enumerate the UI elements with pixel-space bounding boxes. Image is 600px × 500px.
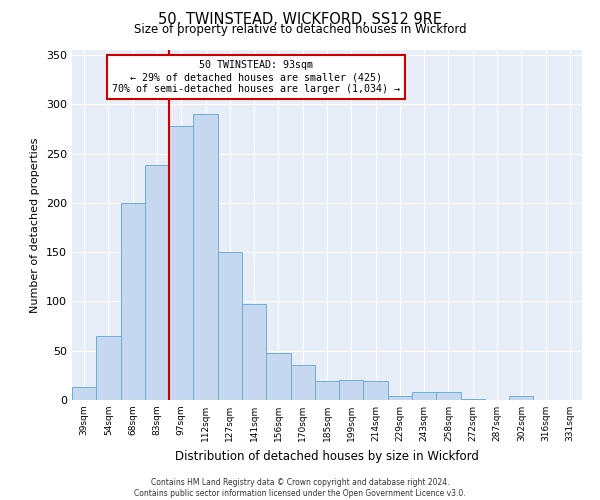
Bar <box>412 392 436 400</box>
Bar <box>169 126 193 400</box>
Bar <box>461 399 485 400</box>
Bar <box>145 166 169 400</box>
Bar <box>72 387 96 400</box>
Bar <box>193 114 218 400</box>
Bar <box>436 392 461 400</box>
Bar <box>266 352 290 400</box>
Text: Contains HM Land Registry data © Crown copyright and database right 2024.
Contai: Contains HM Land Registry data © Crown c… <box>134 478 466 498</box>
Text: 50, TWINSTEAD, WICKFORD, SS12 9RE: 50, TWINSTEAD, WICKFORD, SS12 9RE <box>158 12 442 28</box>
Bar <box>290 366 315 400</box>
X-axis label: Distribution of detached houses by size in Wickford: Distribution of detached houses by size … <box>175 450 479 462</box>
Bar <box>121 203 145 400</box>
Bar <box>96 336 121 400</box>
Bar <box>315 382 339 400</box>
Bar <box>242 304 266 400</box>
Text: 50 TWINSTEAD: 93sqm
← 29% of detached houses are smaller (425)
70% of semi-detac: 50 TWINSTEAD: 93sqm ← 29% of detached ho… <box>112 60 400 94</box>
Bar <box>364 382 388 400</box>
Y-axis label: Number of detached properties: Number of detached properties <box>31 138 40 312</box>
Bar <box>509 396 533 400</box>
Text: Size of property relative to detached houses in Wickford: Size of property relative to detached ho… <box>134 22 466 36</box>
Bar <box>339 380 364 400</box>
Bar <box>218 252 242 400</box>
Bar <box>388 396 412 400</box>
